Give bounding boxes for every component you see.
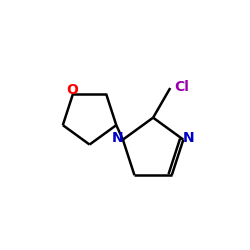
Text: Cl: Cl [174, 80, 190, 94]
Text: N: N [183, 131, 194, 145]
Text: O: O [66, 82, 78, 96]
Text: N: N [112, 131, 123, 145]
